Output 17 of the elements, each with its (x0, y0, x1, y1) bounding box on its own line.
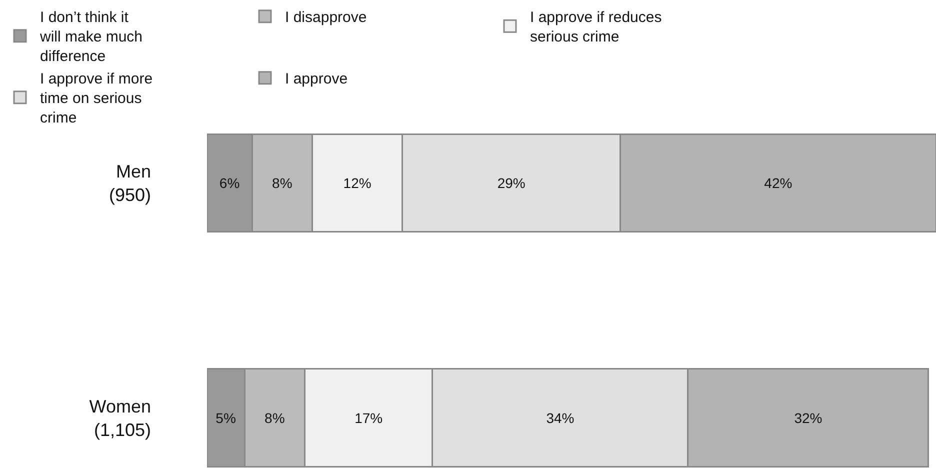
data-label: 17% (354, 410, 383, 426)
data-label: 8% (272, 175, 292, 192)
data-label: 8% (264, 410, 285, 426)
legend-label: I don’t think it will make much difference (39, 9, 143, 66)
data-label: 6% (219, 175, 240, 192)
y-tick-label: Men (950) (108, 162, 151, 206)
legend-label: I approve (285, 70, 348, 88)
y-tick-label: Women (1,105) (89, 396, 151, 440)
legend-label: I approve if reduces serious crime (530, 9, 662, 46)
data-label: 34% (546, 410, 574, 426)
legend-label: I approve if more time on serious crime (40, 70, 153, 127)
data-label: 12% (343, 175, 372, 192)
data-label: 42% (764, 175, 792, 192)
legend-label: I disapprove (285, 9, 367, 26)
data-label: 32% (794, 410, 822, 426)
data-label: 5% (216, 410, 236, 426)
data-label: 29% (497, 175, 526, 192)
